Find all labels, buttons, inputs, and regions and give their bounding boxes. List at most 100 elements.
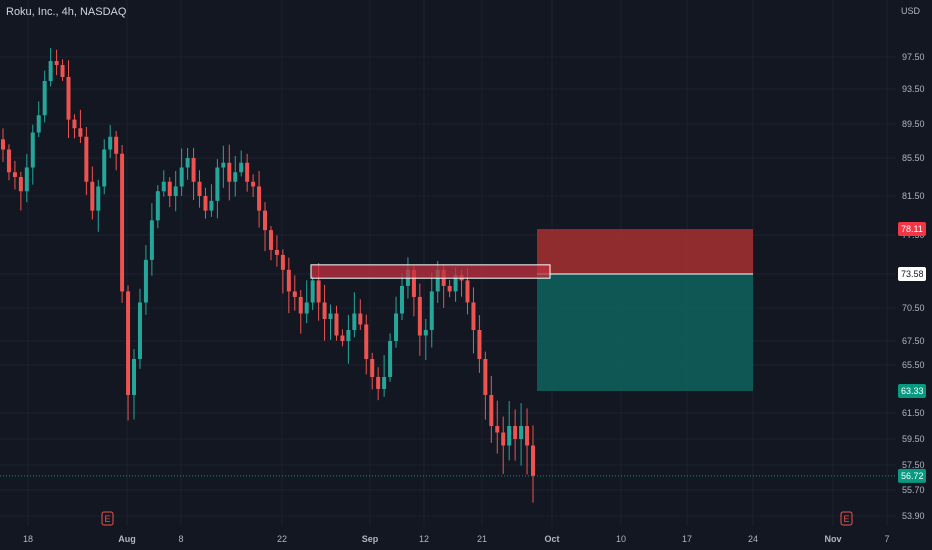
candle-body xyxy=(274,249,279,255)
earnings-marker-label: E xyxy=(104,514,110,524)
candle-body xyxy=(423,330,428,336)
date-tick-label: 24 xyxy=(748,534,758,544)
candle-body xyxy=(489,394,494,426)
price-tag-label: 63.33 xyxy=(901,386,924,396)
candles-layer xyxy=(1,48,535,503)
candle-body xyxy=(257,186,262,211)
date-tick-label: Aug xyxy=(118,534,136,544)
date-tick-label: 12 xyxy=(419,534,429,544)
candle-body xyxy=(24,167,29,192)
price-tick-label: 97.50 xyxy=(902,52,925,62)
candle-body xyxy=(304,302,309,314)
candle-body xyxy=(221,162,226,168)
candle-body xyxy=(30,132,35,168)
date-tick-label: 21 xyxy=(477,534,487,544)
price-tick-label: 65.50 xyxy=(902,360,925,370)
date-tick-label: 8 xyxy=(178,534,183,544)
candle-body xyxy=(245,162,250,182)
candle-body xyxy=(108,136,113,150)
candle-body xyxy=(1,139,5,150)
candle-body xyxy=(36,115,41,133)
price-tick-label: 85.50 xyxy=(902,153,925,163)
symbol-title: Roku, Inc., 4h, NASDAQ xyxy=(6,6,127,18)
candle-body xyxy=(66,77,71,120)
price-tag-label: 73.58 xyxy=(901,269,924,279)
time-axis[interactable]: 18 Aug 8 22 Sep 12 21 Oct 10 17 24 Nov 7 xyxy=(23,534,890,544)
earnings-marker[interactable] xyxy=(840,511,853,526)
candle-body xyxy=(370,359,375,377)
candle-body xyxy=(453,274,458,292)
currency-label[interactable]: USD xyxy=(900,6,920,16)
candle-body xyxy=(328,313,333,319)
candle-body xyxy=(132,359,137,395)
candle-body xyxy=(298,296,303,314)
take-profit-zone[interactable] xyxy=(537,274,753,391)
candle-body xyxy=(137,302,142,359)
date-tick-label: Oct xyxy=(544,534,559,544)
price-tag xyxy=(898,468,926,483)
candle-body xyxy=(465,280,470,303)
candle-body xyxy=(316,280,321,303)
candle-body xyxy=(346,330,351,341)
resistance-zone-rect[interactable] xyxy=(310,264,551,279)
date-tick-label: 18 xyxy=(23,534,33,544)
candle-body xyxy=(268,230,273,250)
candle-body xyxy=(286,269,291,292)
candle-body xyxy=(310,280,315,303)
earnings-marker-label: E xyxy=(843,514,849,524)
candle-body xyxy=(280,254,285,270)
candle-body xyxy=(263,210,268,231)
candle-body xyxy=(143,259,148,303)
candle-body xyxy=(78,128,83,137)
candle-body xyxy=(382,376,387,389)
candle-body xyxy=(96,186,101,211)
candle-body xyxy=(233,172,238,182)
price-tick-label: 70.50 xyxy=(902,303,925,313)
price-axis[interactable]: 97.5093.5089.5085.5081.5077.5070.5067.50… xyxy=(902,52,925,521)
price-tick-label: 61.50 xyxy=(902,408,925,418)
candle-body xyxy=(477,330,482,359)
candle-body xyxy=(388,341,393,377)
candle-body xyxy=(54,61,59,65)
candle-body xyxy=(447,285,452,292)
candle-body xyxy=(179,167,184,187)
candle-body xyxy=(411,269,416,297)
candle-body xyxy=(191,158,196,182)
candle-body xyxy=(519,426,524,439)
resistance-zone[interactable] xyxy=(310,264,551,279)
candle-body xyxy=(72,119,77,129)
candle-body xyxy=(197,181,202,196)
candle-body xyxy=(114,136,119,154)
candle-body xyxy=(507,426,512,446)
candle-body xyxy=(239,162,244,173)
candle-body xyxy=(12,172,17,177)
candle-body xyxy=(394,313,399,341)
date-tick-label: Sep xyxy=(362,534,379,544)
candle-body xyxy=(126,291,131,395)
price-tick-label: 53.90 xyxy=(902,511,925,521)
candle-body xyxy=(203,196,208,211)
candle-body xyxy=(90,181,95,211)
candle-body xyxy=(251,181,256,187)
candle-body xyxy=(48,61,53,81)
candle-body xyxy=(376,376,381,389)
candle-body xyxy=(84,136,89,182)
candle-body xyxy=(483,359,488,395)
candle-body xyxy=(209,200,214,211)
stop-loss-zone[interactable] xyxy=(537,229,753,274)
candle-body xyxy=(435,269,440,292)
candle-body xyxy=(227,162,232,182)
earnings-marker[interactable] xyxy=(101,511,114,526)
price-tag-label: 78.11 xyxy=(901,224,923,234)
candle-body xyxy=(6,149,11,173)
candle-body xyxy=(364,324,369,359)
candle-body xyxy=(429,291,434,330)
candle-body xyxy=(60,65,65,77)
short-position-tool[interactable] xyxy=(537,229,753,391)
candle-body xyxy=(215,167,220,201)
candle-body xyxy=(18,177,23,192)
price-tag xyxy=(898,267,926,281)
price-tick-label: 67.50 xyxy=(902,336,925,346)
